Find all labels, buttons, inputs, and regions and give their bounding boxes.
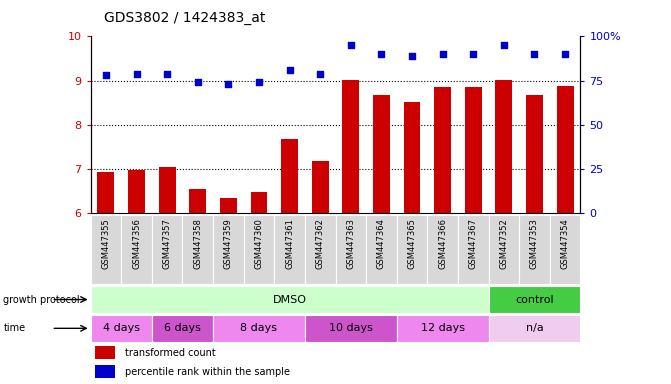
Bar [488,286,580,313]
Bar [495,80,512,213]
Text: 6 days: 6 days [164,323,201,333]
Bar [550,215,580,284]
Text: DMSO: DMSO [272,295,307,305]
Text: GDS3802 / 1424383_at: GDS3802 / 1424383_at [104,11,265,25]
Text: GSM447356: GSM447356 [132,218,141,269]
Text: 10 days: 10 days [329,323,373,333]
Point [131,71,142,77]
Point [560,51,570,57]
Bar [434,87,451,213]
Text: transformed count: transformed count [125,348,215,358]
Text: GSM447360: GSM447360 [254,218,264,269]
Text: GSM447366: GSM447366 [438,218,447,270]
Point [346,42,356,48]
Text: GSM447354: GSM447354 [560,218,570,269]
Bar [366,215,397,284]
Bar [91,286,488,313]
Bar [152,215,183,284]
Text: GSM447355: GSM447355 [101,218,111,269]
Bar [458,215,488,284]
Text: percentile rank within the sample: percentile rank within the sample [125,367,290,377]
Bar [557,86,574,213]
Text: GSM447364: GSM447364 [377,218,386,269]
Text: time: time [3,323,25,333]
Bar [95,346,115,359]
Bar [519,215,550,284]
Text: GSM447367: GSM447367 [469,218,478,270]
Point [101,72,111,78]
Bar [121,215,152,284]
Bar [305,315,397,342]
Point [499,42,509,48]
Bar [373,95,390,213]
Text: control: control [515,295,554,305]
Bar [91,215,121,284]
Bar [97,172,114,213]
Bar [159,167,176,213]
Text: GSM447363: GSM447363 [346,218,356,270]
Bar [244,215,274,284]
Point [468,51,478,57]
Text: GSM447353: GSM447353 [530,218,539,269]
Text: n/a: n/a [525,323,544,333]
Bar [526,95,543,213]
Text: GSM447352: GSM447352 [499,218,509,269]
Bar [91,315,152,342]
Point [223,81,234,87]
Text: GSM447361: GSM447361 [285,218,294,269]
Bar [250,192,267,213]
Point [529,51,540,57]
Point [162,71,172,77]
Bar [281,139,298,213]
Text: GSM447358: GSM447358 [193,218,202,269]
Point [376,51,386,57]
Bar [213,315,305,342]
Text: growth protocol: growth protocol [3,295,80,305]
Text: GSM447359: GSM447359 [224,218,233,269]
Text: 4 days: 4 days [103,323,140,333]
Bar [427,215,458,284]
Point [437,51,448,57]
Text: GSM447362: GSM447362 [315,218,325,269]
Bar [465,87,482,213]
Point [193,79,203,86]
Bar [274,215,305,284]
Bar [312,161,329,213]
Bar [213,215,244,284]
Bar [189,189,206,213]
Point [407,53,417,59]
Point [285,67,295,73]
Bar [397,215,427,284]
Bar [488,315,580,342]
Text: 12 days: 12 days [421,323,464,333]
Point [315,71,325,77]
Text: 8 days: 8 days [240,323,278,333]
Point [254,79,264,86]
Bar [95,365,115,378]
Text: GSM447357: GSM447357 [162,218,172,269]
Bar [128,170,145,213]
Bar [152,315,213,342]
Bar [404,102,421,213]
Bar [397,315,488,342]
Bar [220,198,237,213]
Bar [342,80,359,213]
Text: GSM447365: GSM447365 [407,218,417,269]
Bar [488,215,519,284]
Bar [336,215,366,284]
Bar [183,215,213,284]
Bar [305,215,336,284]
